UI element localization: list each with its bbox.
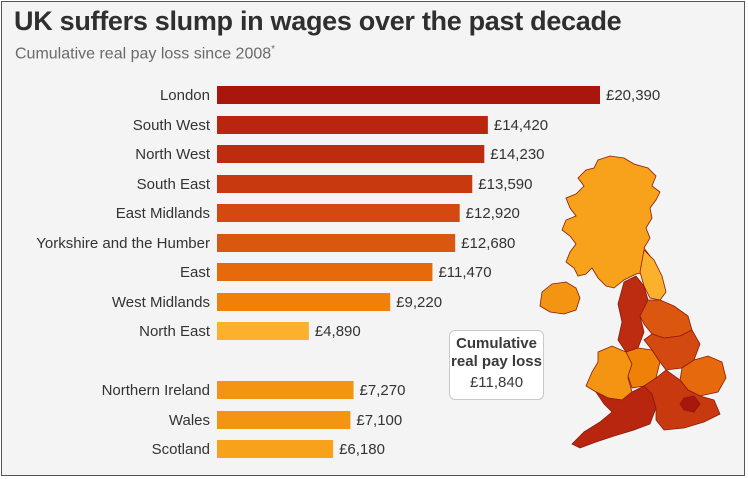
average-callout: Cumulative real pay loss £11,840	[449, 330, 544, 400]
uk-map	[539, 155, 727, 449]
bar-london	[217, 86, 600, 104]
value-label-south-west: £14,420	[494, 117, 548, 134]
category-label-wales: Wales	[169, 412, 210, 429]
bar-south-east	[217, 175, 473, 193]
category-label-west-midlands: West Midlands	[112, 294, 210, 311]
map-region-south-west	[571, 385, 657, 449]
map-region-northern-ireland	[539, 281, 581, 315]
map-region-london	[679, 395, 701, 413]
bar-south-west	[217, 116, 488, 134]
bars-group: London £20,390 South West £14,420 North West…	[36, 86, 660, 458]
bar-yorkshire-and-the-humber	[217, 234, 456, 252]
callout-value: £11,840	[469, 374, 524, 391]
category-label-yorkshire-and-the-humber: Yorkshire and the Humber	[36, 235, 210, 252]
category-label-east: East	[180, 264, 211, 281]
map-region-wales	[585, 345, 633, 401]
category-label-north-east: North East	[139, 323, 211, 340]
category-label-east-midlands: East Midlands	[116, 205, 210, 222]
chart-subtitle: Cumulative real pay loss since 2008*	[15, 44, 275, 63]
bar-wales	[217, 411, 351, 429]
subtitle-footnote-mark: *	[271, 44, 276, 55]
bar-east-midlands	[217, 204, 460, 222]
category-label-south-east: South East	[137, 176, 211, 193]
value-label-east-midlands: £12,920	[466, 205, 520, 222]
bar-west-midlands	[217, 293, 391, 311]
map-region-south-east	[643, 369, 721, 431]
bar-northern-ireland	[217, 381, 354, 399]
value-label-yorkshire-and-the-humber: £12,680	[461, 235, 515, 252]
callout-line-1: Cumulative	[456, 335, 537, 352]
map-region-yorkshire	[639, 299, 693, 339]
bar-north-east	[217, 322, 309, 340]
bar-scotland	[217, 440, 334, 458]
category-label-northern-ireland: Northern Ireland	[102, 382, 210, 399]
category-label-scotland: Scotland	[152, 441, 210, 458]
subtitle-text: Cumulative real pay loss since 2008	[15, 45, 272, 63]
bar-north-west	[217, 145, 485, 163]
value-label-scotland: £6,180	[339, 441, 385, 458]
value-label-northern-ireland: £7,270	[360, 382, 406, 399]
map-region-north-west	[617, 275, 649, 353]
chart-title: UK suffers slump in wages over the past …	[14, 6, 622, 36]
value-label-north-east: £4,890	[315, 323, 361, 340]
bar-east	[217, 263, 433, 281]
category-label-london: London	[160, 87, 210, 104]
callout-line-2: real pay loss	[451, 353, 542, 370]
map-region-scotland	[561, 155, 661, 289]
value-label-south-east: £13,590	[478, 176, 532, 193]
value-label-east: £11,470	[438, 264, 491, 281]
value-label-london: £20,390	[606, 87, 660, 104]
value-label-north-west: £14,230	[490, 146, 544, 163]
category-label-south-west: South West	[133, 117, 211, 134]
category-label-north-west: North West	[135, 146, 211, 163]
value-label-wales: £7,100	[356, 412, 402, 429]
value-label-west-midlands: £9,220	[396, 294, 442, 311]
